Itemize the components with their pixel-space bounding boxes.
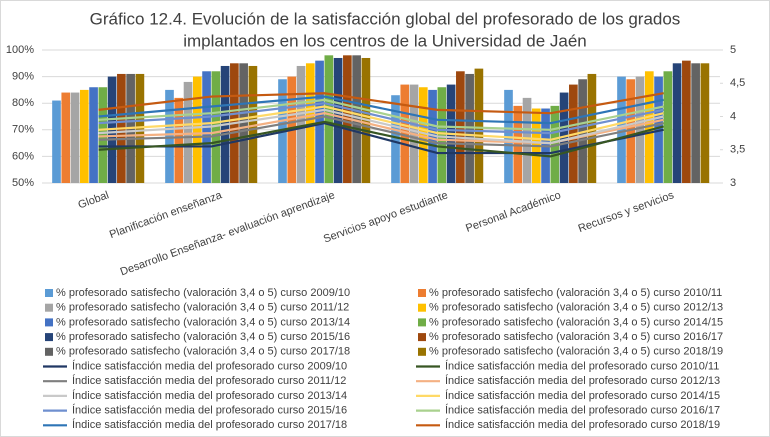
line — [98, 122, 664, 155]
line — [98, 108, 664, 145]
legend-label: % profesorado satisfecho (valoración 3,4… — [56, 316, 350, 328]
y-tick-label: 60% — [12, 150, 34, 162]
line — [98, 95, 664, 125]
bar — [183, 81, 193, 183]
bar — [324, 55, 334, 183]
y-tick-label: 100% — [6, 44, 34, 56]
bar — [174, 97, 184, 183]
legend-swatch — [45, 318, 53, 327]
line — [98, 98, 664, 131]
bar — [400, 84, 410, 183]
legend-label: Índice satisfacción media del profesorad… — [445, 374, 720, 387]
bar — [248, 65, 258, 183]
legend-label: % profesorado satisfecho (valoración 3,4… — [429, 287, 722, 299]
legend-swatch — [418, 318, 426, 327]
bar — [617, 76, 626, 183]
bar — [626, 79, 636, 183]
legend-swatch — [45, 303, 53, 312]
legend-label: Índice satisfacción media del profesorad… — [72, 359, 347, 372]
bar — [296, 65, 306, 183]
y-tick-label: 80% — [12, 97, 34, 109]
bar — [61, 92, 71, 183]
line — [98, 102, 664, 135]
line — [98, 92, 664, 115]
bar — [587, 73, 597, 183]
legend-label: Índice satisfacción media del profesorad… — [445, 389, 720, 402]
chart-title: implantados en los centros de la Univers… — [183, 31, 587, 50]
legend-label: % profesorado satisfecho (valoración 3,4… — [429, 346, 723, 358]
legend-label: Índice satisfacción media del profesorad… — [72, 374, 346, 387]
legend-label: Índice satisfacción media del profesorad… — [72, 389, 347, 402]
legend-label: % profesorado satisfecho (valoración 3,4… — [429, 331, 723, 343]
bar — [391, 95, 400, 183]
legend-swatch — [45, 289, 53, 297]
bar — [474, 68, 484, 183]
bar — [70, 92, 80, 183]
legend-label: % profesorado satisfecho (valoración 3,4… — [429, 316, 723, 328]
bar — [663, 71, 673, 183]
bar — [428, 89, 437, 183]
legend-label: Índice satisfacción media del profesorad… — [72, 418, 347, 431]
bar — [437, 87, 447, 183]
legend-swatch — [45, 333, 53, 342]
y-tick-label: 70% — [12, 124, 34, 136]
bar — [672, 63, 682, 183]
bar — [682, 60, 691, 183]
bar — [635, 76, 645, 183]
y2-tick-label: 4 — [730, 110, 736, 122]
bar — [691, 63, 700, 183]
legend-swatch — [45, 347, 53, 356]
y2-tick-label: 3,5 — [730, 144, 745, 156]
y-tick-label: 50% — [12, 177, 34, 189]
legend-label: Índice satisfacción media del profesorad… — [445, 418, 720, 431]
bar — [418, 87, 428, 183]
legend-swatch — [418, 333, 426, 342]
bar — [211, 71, 221, 183]
y2-tick-label: 4,5 — [730, 77, 745, 89]
legend-label: % profesorado satisfecho (valoración 3,4… — [429, 302, 723, 314]
bar — [52, 100, 61, 183]
legend-label: % profesorado satisfecho (valoración 3,4… — [56, 302, 349, 314]
bar — [135, 73, 145, 183]
bar — [192, 76, 202, 183]
legend-label: Índice satisfacción media del profesorad… — [72, 404, 347, 417]
legend-swatch — [418, 303, 426, 312]
bar — [239, 63, 248, 183]
line — [98, 105, 664, 141]
bar — [165, 89, 174, 183]
legend-swatch — [418, 289, 426, 297]
chart-title: Gráfico 12.4. Evolución de la satisfacci… — [90, 9, 681, 28]
legend-swatch — [418, 347, 426, 356]
bar — [98, 87, 108, 183]
y2-tick-label: 3 — [730, 177, 736, 189]
bar — [352, 55, 361, 183]
legend-label: % profesorado satisfecho (valoración 3,4… — [56, 331, 350, 343]
bar — [522, 97, 532, 183]
bar — [700, 63, 710, 183]
bar — [79, 89, 89, 183]
bar — [305, 63, 315, 183]
legend-label: Índice satisfacción media del profesorad… — [445, 359, 719, 372]
bar — [89, 87, 98, 183]
bar — [559, 92, 569, 183]
line — [98, 115, 664, 148]
legend-label: % profesorado satisfecho (valoración 3,4… — [56, 346, 350, 358]
y2-tick-label: 5 — [730, 44, 736, 56]
legend-label: % profesorado satisfecho (valoración 3,4… — [56, 287, 350, 299]
legend-label: Índice satisfacción media del profesorad… — [445, 404, 720, 417]
line — [98, 120, 664, 158]
y-tick-label: 90% — [12, 71, 34, 83]
